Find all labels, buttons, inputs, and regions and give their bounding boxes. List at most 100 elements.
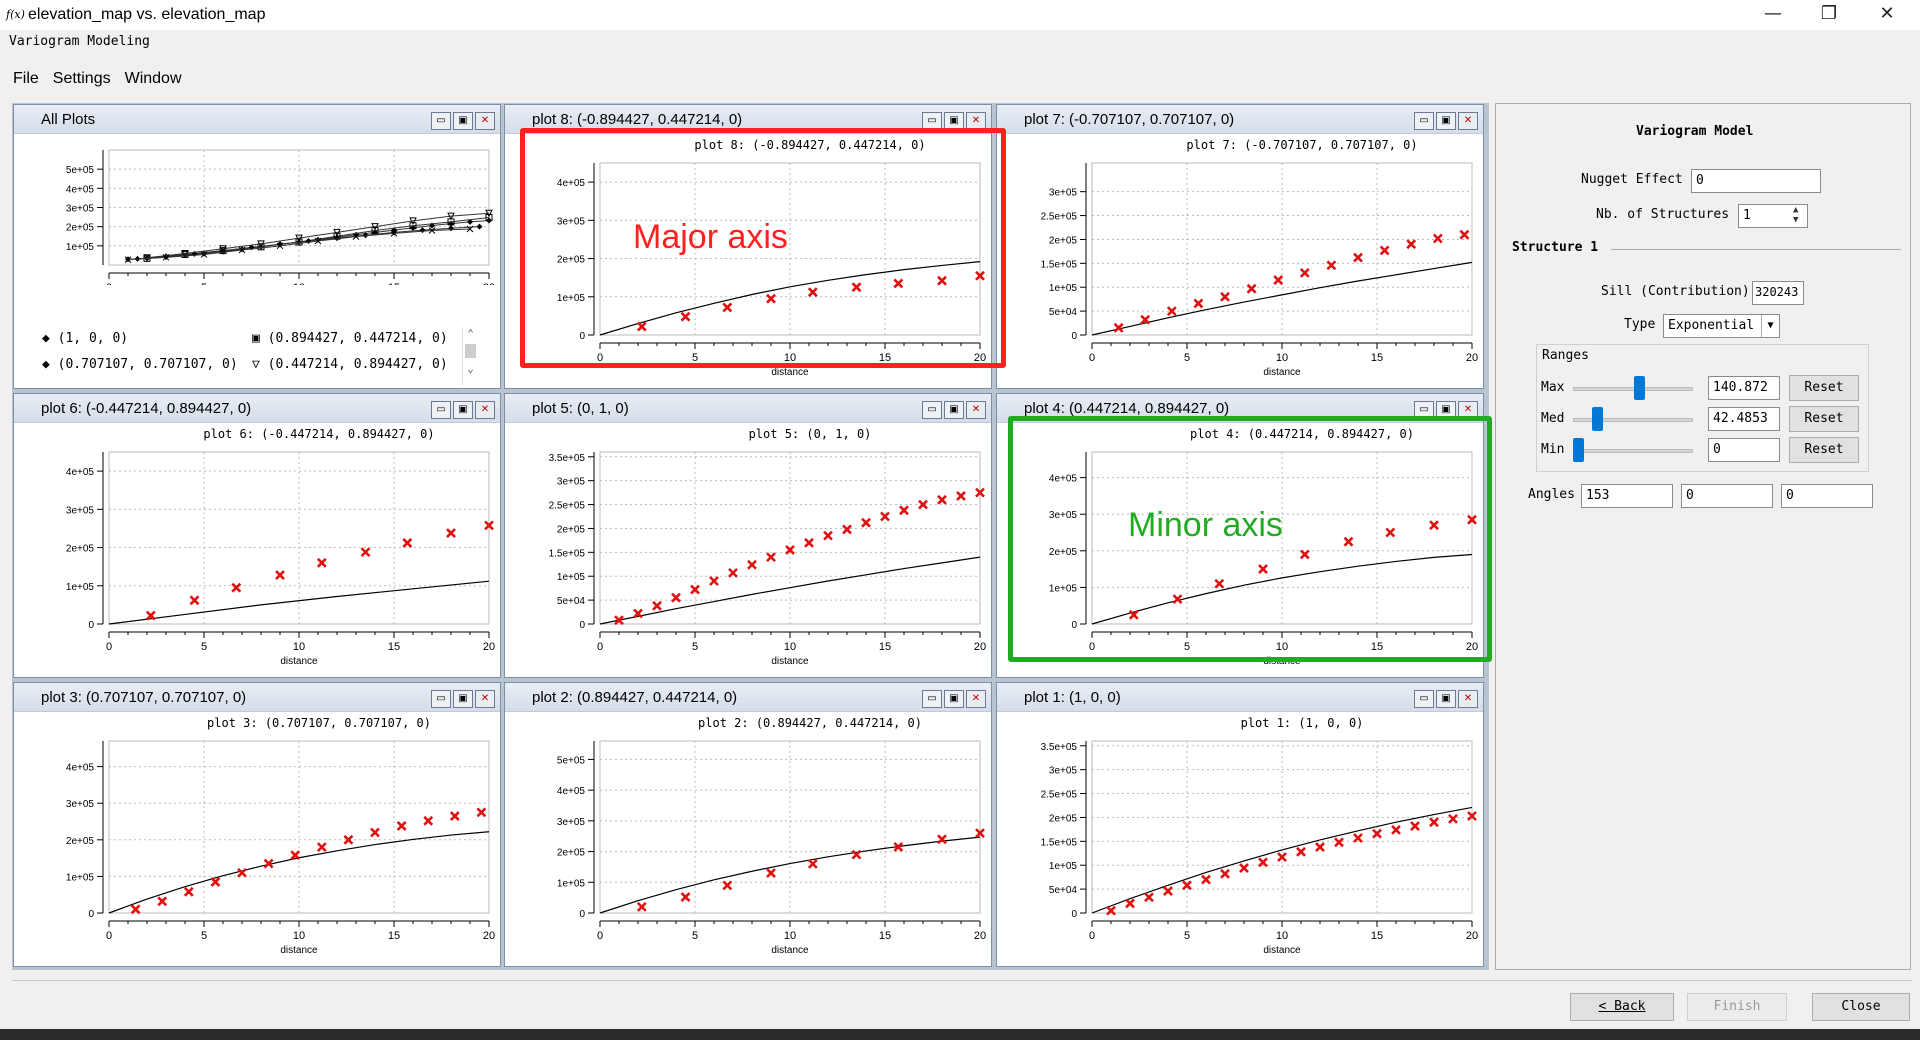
nb-structures-spinner[interactable]: 1: [1738, 204, 1808, 228]
experimental-point: [1391, 824, 1401, 835]
chart-title: plot 5: (0, 1, 0): [749, 427, 872, 441]
menu-window[interactable]: Window: [124, 70, 182, 87]
minimize-icon[interactable]: ▭: [1414, 112, 1434, 130]
series-point: [200, 251, 208, 258]
x-tick-label: 10: [293, 930, 305, 942]
x-tick-label: 20: [1466, 641, 1478, 653]
range-max-input[interactable]: 140.872: [1708, 376, 1780, 400]
close-icon[interactable]: ✕: [475, 112, 495, 130]
type-label: Type: [1624, 317, 1656, 332]
close-icon[interactable]: ✕: [966, 401, 986, 419]
y-tick-label: 2e+05: [1049, 547, 1078, 558]
close-icon[interactable]: ✕: [1458, 112, 1478, 130]
experimental-point: [145, 610, 156, 621]
angle-1-input[interactable]: 153: [1581, 484, 1673, 508]
close-icon[interactable]: ✕: [1879, 3, 1895, 24]
type-select[interactable]: Exponential ▼: [1663, 314, 1780, 338]
angle-2-input[interactable]: 0: [1681, 484, 1773, 508]
range-min-slider[interactable]: [1573, 449, 1693, 453]
sill-input[interactable]: 320243: [1752, 281, 1804, 305]
restore-icon[interactable]: ▣: [453, 401, 473, 419]
experimental-point: [1273, 275, 1284, 285]
finish-button[interactable]: Finish: [1687, 993, 1787, 1021]
y-tick-label: 2e+05: [66, 836, 95, 847]
angle-3-input[interactable]: 0: [1781, 484, 1873, 508]
close-icon[interactable]: ✕: [475, 401, 495, 419]
y-tick-label: 4e+05: [66, 763, 95, 774]
y-tick-label: 2.5e+05: [1041, 790, 1078, 801]
minimize-icon[interactable]: ▭: [431, 401, 451, 419]
restore-icon[interactable]: ▣: [1436, 112, 1456, 130]
restore-icon[interactable]: ▣: [453, 112, 473, 130]
close-icon[interactable]: ✕: [966, 690, 986, 708]
plot7-panel: plot 7: (-0.707107, 0.707107, 0) ▭ ▣ ✕ plo…: [996, 104, 1484, 389]
chart-title: plot 4: (0.447214, 0.894427, 0): [1190, 427, 1414, 441]
experimental-point: [1246, 283, 1257, 294]
restore-icon[interactable]: ▣: [944, 690, 964, 708]
x-axis-label: distance: [771, 656, 809, 667]
range-max-slider-thumb[interactable]: [1633, 376, 1645, 400]
range-min-slider-thumb[interactable]: [1573, 438, 1584, 462]
menu-file[interactable]: File: [13, 70, 39, 87]
close-icon[interactable]: ✕: [475, 690, 495, 708]
range-med-slider[interactable]: [1573, 418, 1693, 422]
restore-icon[interactable]: ▣: [453, 690, 473, 708]
experimental-point: [709, 576, 719, 586]
restore-icon[interactable]: ▣: [1436, 690, 1456, 708]
experimental-point: [1406, 239, 1417, 250]
restore-icon[interactable]: ▣: [1436, 401, 1456, 419]
series-point: [334, 235, 340, 242]
x-tick-label: 10: [784, 930, 796, 942]
experimental-point: [189, 595, 200, 606]
back-button[interactable]: < Back: [1570, 993, 1674, 1021]
range-med-input[interactable]: 42.4853: [1708, 407, 1780, 431]
legend-scrollbar[interactable]: ⌃ ⌄: [462, 327, 478, 385]
minimize-icon[interactable]: ▭: [431, 112, 451, 130]
experimental-point: [861, 517, 871, 528]
range-min-input[interactable]: 0: [1708, 438, 1780, 462]
experimental-point: [893, 278, 904, 289]
y-tick-label: 0: [1071, 909, 1077, 920]
range-med-slider-thumb[interactable]: [1591, 407, 1603, 431]
x-tick-label: 10: [784, 352, 796, 364]
taskbar-strip: [0, 1029, 1920, 1040]
close-icon[interactable]: ✕: [1458, 690, 1478, 708]
experimental-point: [823, 530, 833, 541]
range-min-label: Min: [1541, 442, 1565, 457]
series-point: [163, 253, 169, 260]
minimize-icon[interactable]: —: [1764, 3, 1782, 24]
reset-min-button[interactable]: Reset: [1789, 437, 1859, 463]
reset-max-button[interactable]: Reset: [1789, 375, 1859, 401]
menu-settings[interactable]: Settings: [52, 70, 111, 87]
minimize-icon[interactable]: ▭: [922, 690, 942, 708]
close-button[interactable]: Close: [1812, 993, 1910, 1021]
spinner-arrows-icon[interactable]: ▲ ▼: [1793, 205, 1799, 225]
experimental-point: [937, 494, 947, 505]
experimental-point: [360, 547, 371, 558]
panel-title: plot 5: (0, 1, 0): [532, 400, 629, 417]
y-tick-label: 3e+05: [1049, 766, 1078, 777]
major-axis-label: Major axis: [633, 218, 788, 256]
minimize-icon[interactable]: ▭: [431, 690, 451, 708]
plot6-panel: plot 6: (-0.447214, 0.894427, 0) ▭ ▣ ✕ plo…: [13, 393, 501, 678]
y-tick-label: 3e+05: [66, 204, 95, 215]
x-tick-label: 5: [692, 352, 698, 364]
range-max-slider[interactable]: [1573, 387, 1693, 391]
experimental-point: [370, 827, 380, 838]
range-max-label: Max: [1541, 380, 1565, 395]
restore-icon[interactable]: ▣: [944, 401, 964, 419]
maximize-icon[interactable]: ❐: [1820, 3, 1838, 24]
nugget-input[interactable]: 0: [1691, 169, 1821, 193]
y-tick-label: 2.5e+05: [1041, 212, 1078, 223]
series-point: [181, 250, 189, 258]
reset-med-button[interactable]: Reset: [1789, 406, 1859, 432]
experimental-point: [636, 321, 647, 332]
minimize-icon[interactable]: ▭: [922, 401, 942, 419]
experimental-point: [1140, 314, 1151, 325]
minimize-icon[interactable]: ▭: [1414, 690, 1434, 708]
x-tick-label: 15: [879, 930, 891, 942]
y-tick-label: 2e+05: [1049, 813, 1078, 824]
series-point: [257, 240, 265, 249]
x-tick-label: 5: [692, 641, 698, 653]
y-tick-label: 1.5e+05: [549, 548, 586, 559]
